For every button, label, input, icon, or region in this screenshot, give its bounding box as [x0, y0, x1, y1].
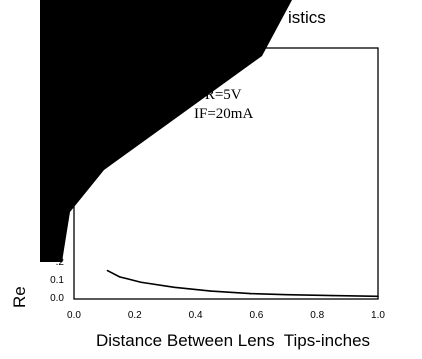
series-point: [249, 292, 252, 295]
series-point: [331, 294, 334, 297]
x-tick-label: 0.8: [310, 310, 324, 321]
series-point: [286, 293, 288, 296]
series-point: [377, 295, 379, 298]
y-tick-label: 0.1: [50, 275, 64, 286]
x-tick-label: 1.0: [371, 310, 385, 321]
chart-title: istics: [288, 8, 326, 27]
x-tick-labels: 0.0 0.2 0.4 0.6 0.8 1.0: [67, 310, 385, 321]
series-point: [210, 290, 212, 292]
y-tick-label: .2: [56, 257, 65, 268]
y-axis-label: Re: [10, 286, 29, 308]
y-tick-label: 0.0: [50, 293, 64, 304]
x-tick-label: 0.4: [189, 310, 203, 321]
x-tick-label: 0.2: [128, 310, 142, 321]
y-tick-labels: 0.0 0.1 .2: [50, 257, 64, 304]
annotation-if: IF=20mA: [194, 106, 253, 122]
x-tick-label: 0.0: [67, 310, 81, 321]
series-points: [106, 269, 379, 298]
occlusion-wedge: [40, 0, 422, 262]
x-tick-label: 0.6: [249, 310, 263, 321]
series-point: [140, 281, 142, 284]
x-axis-label: Distance Between Lens Tips-inches: [96, 331, 370, 350]
series-point: [106, 269, 109, 272]
series-point: [118, 276, 121, 278]
series-line: [107, 269, 379, 298]
series-point: [173, 286, 176, 289]
